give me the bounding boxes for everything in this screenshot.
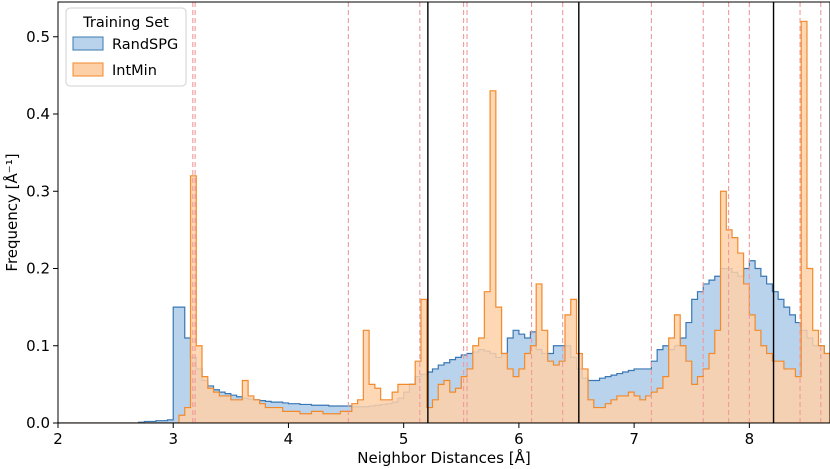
- x-tick-label: 4: [284, 430, 294, 448]
- x-tick-label: 3: [168, 430, 178, 448]
- legend-swatch-intmin: [72, 62, 104, 77]
- x-tick-label: 6: [514, 430, 524, 448]
- axes: 2 3 4 5 6 7 8 0.0 0.1 0.2 0.3 0.4 0.5: [26, 1, 830, 448]
- legend-label-intmin: IntMin: [112, 63, 157, 79]
- histogram-intmin: [58, 20, 830, 423]
- legend: Training Set RandSPG IntMin: [65, 7, 187, 87]
- legend-label-randspg: RandSPG: [112, 37, 178, 53]
- plot-area: [58, 2, 830, 423]
- axes-frame: [57, 1, 830, 424]
- legend-swatch-randspg: [72, 36, 104, 51]
- x-tick-label: 8: [745, 430, 755, 448]
- y-tick-label: 0.3: [26, 182, 50, 200]
- y-tick-label: 0.5: [26, 28, 50, 46]
- y-tick-label: 0.2: [26, 260, 50, 278]
- x-axis-label: Neighbor Distances [Å]: [357, 448, 530, 467]
- plot-inner: [58, 2, 830, 423]
- x-tick-label: 7: [629, 430, 639, 448]
- y-tick-label: 0.4: [26, 105, 50, 123]
- y-tick-label: 0.0: [26, 414, 50, 432]
- y-axis-label: Frequency [Å⁻¹]: [2, 153, 21, 271]
- x-tick-label: 5: [399, 430, 409, 448]
- legend-title: Training Set: [82, 15, 169, 31]
- y-tick-label: 0.1: [26, 337, 50, 355]
- x-tick-label: 2: [53, 430, 63, 448]
